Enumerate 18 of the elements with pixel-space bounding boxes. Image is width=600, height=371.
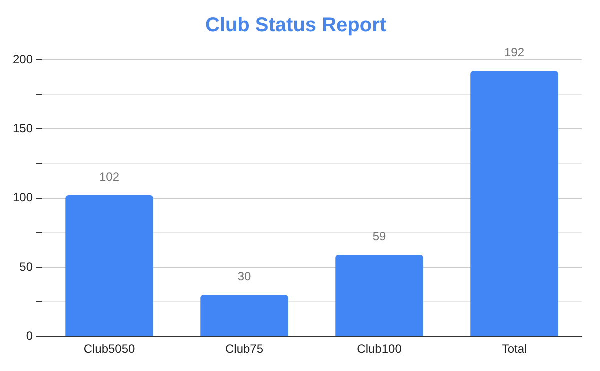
y-tick-label: 100 <box>12 190 34 205</box>
data-label: 192 <box>504 45 525 60</box>
data-label: 59 <box>372 229 386 244</box>
y-tick-label: 200 <box>12 52 34 66</box>
y-tick-label: 0 <box>26 328 34 343</box>
bar <box>66 196 154 336</box>
bar <box>200 295 288 336</box>
x-tick-label: Club5050 <box>84 342 136 356</box>
chart-title: Club Status Report <box>205 14 387 37</box>
y-tick-label: 50 <box>20 260 34 274</box>
data-label: 102 <box>100 170 120 184</box>
y-tick-label: 150 <box>12 121 34 136</box>
x-tick-label: Total <box>502 342 528 356</box>
x-tick-label: Club100 <box>357 342 402 356</box>
data-label: 30 <box>238 269 252 284</box>
bar <box>470 71 558 336</box>
bar <box>336 255 424 336</box>
x-tick-label: Club75 <box>226 342 264 356</box>
